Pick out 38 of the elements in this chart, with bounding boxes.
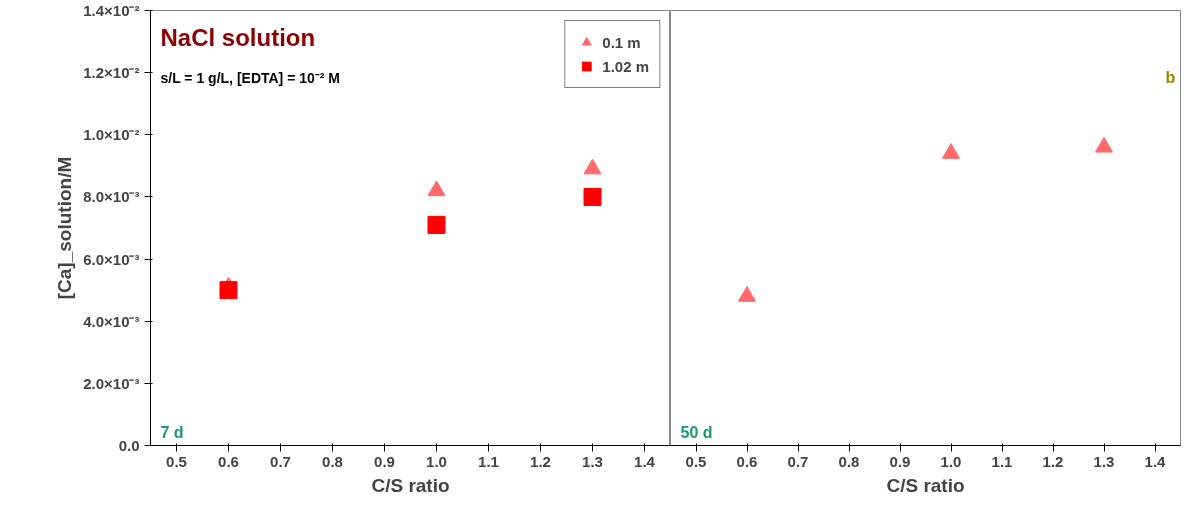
x-tick-label: 1.2 (1042, 452, 1064, 470)
annotation: b (1165, 68, 1176, 86)
annotation: 7 d (160, 423, 184, 441)
y-tick-label: 0.0 (118, 437, 140, 454)
x-tick-label: 1.3 (1093, 452, 1115, 470)
y-tick-label: 6.0×10⁻³ (83, 250, 140, 268)
x-tick-label: 0.8 (838, 452, 860, 470)
x-tick-label: 0.9 (889, 452, 911, 470)
annotation: s/L = 1 g/L, [EDTA] = 10⁻² M (160, 69, 341, 86)
y-tick-label: 8.0×10⁻³ (83, 188, 140, 206)
x-tick-label: 0.9 (374, 452, 395, 470)
x-tick-label: 0.7 (270, 452, 291, 470)
x-tick-label: 0.5 (166, 452, 187, 470)
x-tick-label: 1.4 (634, 452, 656, 470)
legend-label: 1.02 m (602, 57, 649, 75)
y-tick-label: 1.0×10⁻² (83, 126, 140, 144)
y-axis-title: [Ca]_solution/M (54, 156, 76, 300)
y-tick-label: 1.2×10⁻² (83, 64, 140, 82)
x-tick-label: 1.2 (530, 452, 551, 470)
y-tick-label: 1.4×10⁻² (83, 2, 140, 19)
x-tick-label: 0.6 (736, 452, 758, 470)
x-tick-label: 0.5 (685, 452, 707, 470)
x-tick-label: 1.1 (991, 452, 1013, 470)
x-tick-label: 0.8 (322, 452, 343, 470)
y-tick-label: 4.0×10⁻³ (83, 312, 140, 330)
y-tick-label: 2.0×10⁻³ (83, 374, 140, 392)
x-tick-label: 1.3 (582, 452, 603, 470)
x-tick-label: 1.0 (426, 452, 447, 470)
x-tick-label: 0.7 (787, 452, 809, 470)
text: NaCl solution (160, 23, 316, 51)
legend-label: 0.1 m (602, 33, 641, 51)
x-tick-label: 1.0 (940, 452, 962, 470)
x-tick-label: 1.4 (1144, 452, 1167, 470)
x-axis-title: C/S ratio (371, 474, 450, 496)
x-axis-title: C/S ratio (886, 474, 965, 496)
annotation: 50 d (680, 423, 713, 441)
x-tick-label: 1.1 (478, 452, 499, 470)
x-tick-label: 0.6 (218, 452, 239, 470)
